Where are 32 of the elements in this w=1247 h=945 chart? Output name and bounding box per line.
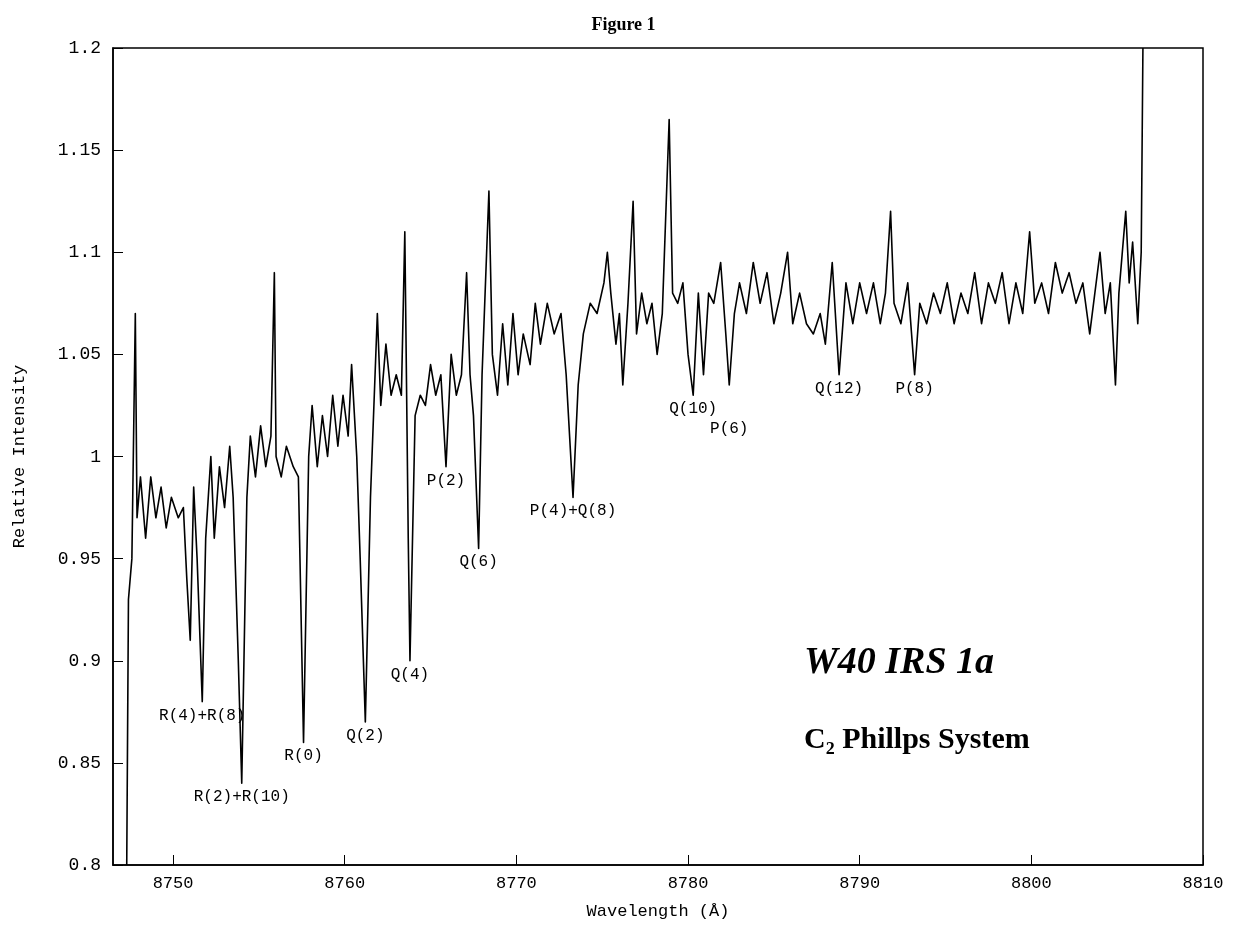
y-tick-label: 0.85 [57, 752, 101, 773]
y-tick-label: 0.9 [68, 650, 101, 671]
x-axis-title: Wavelength (Å) [586, 902, 730, 921]
y-tick-label: 1 [90, 446, 101, 467]
y-tick-label: 1.05 [57, 344, 101, 365]
x-tick-label: 8750 [152, 874, 194, 893]
x-tick-label: 8800 [1010, 874, 1052, 893]
annotation: Q(12) [815, 379, 864, 398]
y-axis-title: Relative Intensity [10, 364, 29, 549]
annotation: C₂ Phillps System [804, 720, 1030, 754]
x-tick-label: 8770 [495, 874, 537, 893]
annotation: R(0) [284, 747, 323, 766]
annotation: P(6) [710, 420, 749, 439]
x-tick-label: 8760 [324, 874, 366, 893]
annotation: P(4)+Q(8) [529, 502, 617, 521]
annotation: Q(4) [390, 665, 430, 684]
annotation: W40 IRS 1a [804, 639, 995, 681]
x-tick-label: 8810 [1182, 874, 1224, 893]
y-tick-label: 1.15 [57, 140, 101, 161]
y-tick-label: 0.95 [57, 548, 101, 569]
y-tick-label: 1.2 [68, 38, 101, 58]
x-tick-label: 8780 [667, 874, 709, 893]
annotation: Q(2) [346, 727, 385, 746]
chart-title: Figure 1 [591, 14, 656, 34]
y-tick-label: 1.1 [68, 242, 101, 263]
x-tick-label: 8790 [839, 874, 881, 893]
annotation: Q(10) [669, 400, 718, 419]
annotation: P(8) [895, 379, 934, 398]
annotation: P(2) [426, 471, 466, 490]
y-tick-label: 0.8 [68, 855, 101, 875]
annotation: R(2)+R(10) [193, 788, 290, 807]
annotation: Q(6) [459, 553, 498, 572]
